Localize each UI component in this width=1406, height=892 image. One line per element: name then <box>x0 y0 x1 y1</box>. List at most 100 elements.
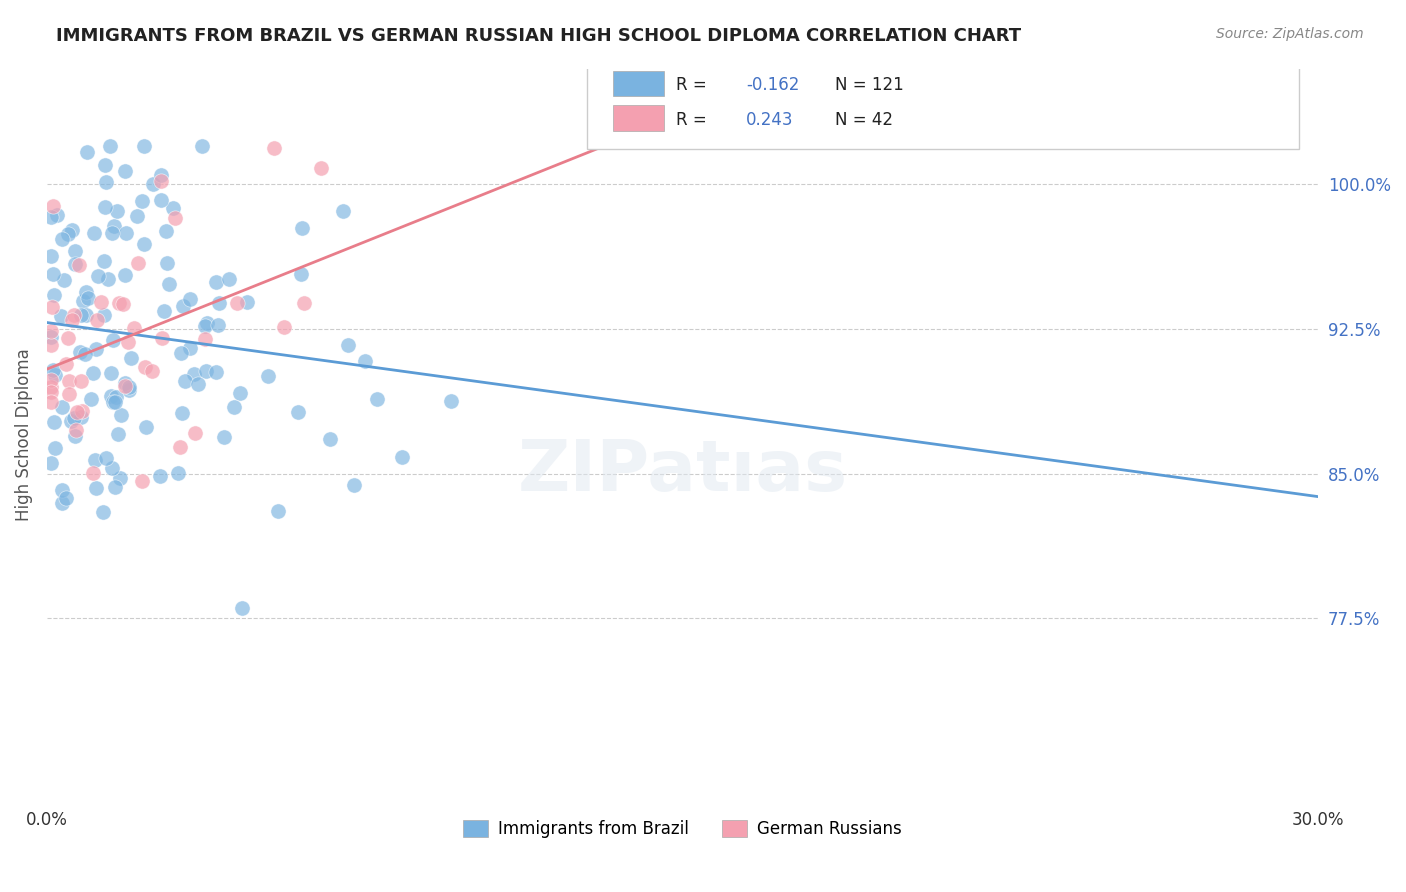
Point <box>440 394 463 409</box>
Point <box>98 138 121 153</box>
Point <box>172 299 194 313</box>
Point <box>58 374 80 388</box>
Point <box>214 430 236 444</box>
Point <box>228 386 250 401</box>
Point <box>149 174 172 188</box>
Point <box>75 308 97 322</box>
Point <box>84 342 107 356</box>
Point <box>107 427 129 442</box>
Point <box>104 480 127 494</box>
Point <box>107 295 129 310</box>
Point <box>63 308 86 322</box>
Point <box>184 425 207 440</box>
Point <box>131 475 153 489</box>
FancyBboxPatch shape <box>613 105 664 131</box>
Point <box>118 383 141 397</box>
Point <box>39 380 62 394</box>
Point <box>194 319 217 334</box>
Point <box>60 414 83 428</box>
Point <box>127 256 149 270</box>
Point <box>170 406 193 420</box>
Point <box>100 366 122 380</box>
Point <box>58 386 80 401</box>
Point <box>132 237 155 252</box>
Point <box>183 367 205 381</box>
Point <box>353 353 375 368</box>
Point <box>204 366 226 380</box>
FancyBboxPatch shape <box>588 54 1299 149</box>
Point <box>39 373 62 387</box>
Point <box>156 256 179 270</box>
Point <box>142 177 165 191</box>
Text: Source: ZipAtlas.com: Source: ZipAtlas.com <box>1216 27 1364 41</box>
Y-axis label: High School Diploma: High School Diploma <box>15 349 32 522</box>
Point <box>114 164 136 178</box>
Point <box>93 254 115 268</box>
Point <box>82 466 104 480</box>
Point <box>195 316 218 330</box>
Point <box>65 423 87 437</box>
Text: 0.243: 0.243 <box>747 111 793 128</box>
Point <box>319 432 342 446</box>
Point <box>231 600 253 615</box>
Point <box>187 377 209 392</box>
Point <box>69 345 91 359</box>
Point <box>343 477 366 491</box>
Point <box>166 467 188 481</box>
Point <box>141 364 163 378</box>
Point <box>100 389 122 403</box>
Point <box>93 200 115 214</box>
Point <box>174 374 197 388</box>
Point <box>153 303 176 318</box>
FancyBboxPatch shape <box>613 70 664 96</box>
Text: R =: R = <box>676 76 713 94</box>
Point <box>263 141 285 155</box>
Point <box>103 219 125 233</box>
Point <box>163 211 186 226</box>
Point <box>273 320 295 334</box>
Point <box>70 308 93 322</box>
Point <box>104 395 127 409</box>
Point <box>125 209 148 223</box>
Point <box>101 461 124 475</box>
Point <box>75 285 97 299</box>
Point <box>111 297 134 311</box>
Point <box>118 380 141 394</box>
Point <box>82 366 104 380</box>
Point <box>56 227 79 242</box>
Point <box>46 208 69 222</box>
Point <box>104 390 127 404</box>
Point <box>55 491 77 505</box>
Point <box>267 504 290 518</box>
Point <box>207 318 229 333</box>
Point <box>55 357 77 371</box>
Text: N = 121: N = 121 <box>835 76 904 94</box>
Point <box>51 309 73 323</box>
Point <box>236 294 259 309</box>
Legend: Immigrants from Brazil, German Russians: Immigrants from Brazil, German Russians <box>457 813 908 845</box>
Point <box>73 347 96 361</box>
Point <box>134 360 156 375</box>
Point <box>52 273 75 287</box>
Point <box>226 295 249 310</box>
Point <box>149 468 172 483</box>
Point <box>311 161 333 175</box>
Point <box>191 138 214 153</box>
Point <box>150 331 173 345</box>
Point <box>169 441 191 455</box>
Point <box>256 368 278 383</box>
Point <box>117 334 139 349</box>
Point <box>155 224 177 238</box>
Point <box>51 496 73 510</box>
Point <box>110 409 132 423</box>
Point <box>65 244 87 259</box>
Point <box>86 268 108 283</box>
Point <box>105 204 128 219</box>
Point <box>39 210 62 224</box>
Point <box>114 379 136 393</box>
Point <box>157 277 180 292</box>
Point <box>93 308 115 322</box>
Point <box>72 294 94 309</box>
Point <box>101 226 124 240</box>
Point <box>39 338 62 352</box>
